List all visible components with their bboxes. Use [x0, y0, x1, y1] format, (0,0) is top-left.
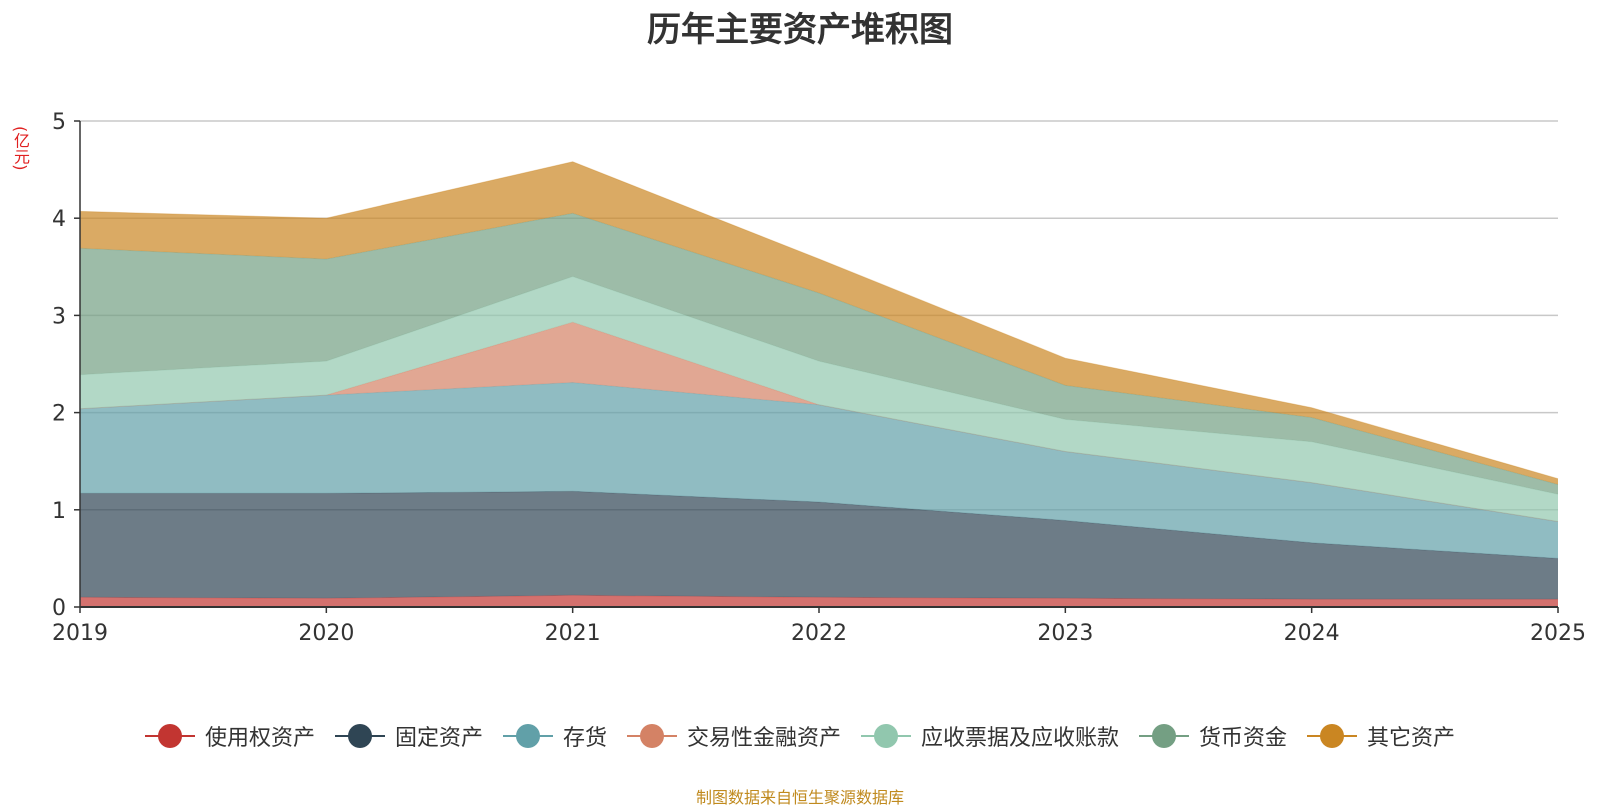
- x-tick-label: 2024: [1284, 621, 1340, 646]
- x-tick-label: 2020: [298, 621, 354, 646]
- legend-dot: [639, 724, 664, 748]
- area-series-4[interactable]: [80, 276, 1558, 522]
- legend-marker-icon: [626, 723, 677, 749]
- x-tick-label: 2023: [1037, 621, 1093, 646]
- legend-dot: [1152, 724, 1177, 748]
- y-tick-label: 2: [52, 402, 66, 427]
- legend-item[interactable]: 应收票据及应收账款: [861, 720, 1119, 752]
- legend-label: 应收票据及应收账款: [921, 726, 1120, 751]
- axes: 0 1 2 3 4 5 2019 2020 2021 2022 2023 2024 2025: [52, 110, 1586, 646]
- y-tick-label: 4: [52, 207, 66, 232]
- legend-label: 使用权资产: [204, 726, 315, 751]
- legend-item[interactable]: 存货: [502, 720, 607, 752]
- legend-item[interactable]: 交易性金融资产: [626, 720, 841, 752]
- legend-label: 固定资产: [394, 726, 483, 751]
- legend-label: 货币资金: [1199, 726, 1288, 751]
- area-series-2[interactable]: [80, 382, 1558, 559]
- legend-label: 其它资产: [1367, 726, 1456, 751]
- legend-marker-icon: [1307, 723, 1358, 749]
- legend-item[interactable]: 使用权资产: [144, 720, 315, 752]
- chart-title: 历年主要资产堆积图: [647, 10, 953, 50]
- legend-label: 交易性金融资产: [686, 726, 841, 751]
- y-tick-label: 1: [52, 499, 66, 524]
- legend-dot: [1320, 724, 1345, 748]
- legend-marker-icon: [144, 723, 195, 749]
- area-series-0[interactable]: [80, 595, 1558, 607]
- legend-dot: [157, 724, 182, 748]
- area-series-3[interactable]: [80, 322, 1558, 522]
- legend-marker-icon: [1139, 723, 1190, 749]
- legend-dot: [515, 724, 540, 748]
- y-axis-unit-label: (亿元): [11, 125, 30, 171]
- x-tick-label: 2021: [545, 621, 601, 646]
- legend-item[interactable]: 其它资产: [1307, 720, 1455, 752]
- legend-item[interactable]: 货币资金: [1139, 720, 1287, 752]
- legend-label: 存货: [562, 726, 607, 751]
- x-tick-label: 2019: [52, 621, 108, 646]
- area-series: [79, 161, 1559, 607]
- area-series-edge-6: [79, 161, 1559, 480]
- legend-item[interactable]: 固定资产: [334, 720, 483, 752]
- x-tick-label: 2022: [791, 621, 847, 646]
- area-series-5[interactable]: [80, 213, 1558, 495]
- y-tick-label: 5: [52, 110, 66, 135]
- data-source-footer: 制图数据来自恒生聚源数据库: [695, 788, 904, 807]
- legend-dot: [874, 724, 898, 748]
- legend-dot: [347, 724, 372, 748]
- y-tick-label: 0: [52, 596, 66, 621]
- x-tick-label: 2025: [1530, 621, 1586, 646]
- legend-marker-icon: [502, 723, 553, 749]
- area-series-1[interactable]: [80, 491, 1558, 600]
- y-tick-label: 3: [52, 304, 66, 329]
- legend-marker-icon: [334, 723, 385, 749]
- legend-marker-icon: [861, 723, 911, 749]
- legend: 使用权资产 固定资产 存货 交易性金融资产 应收票据及应收账款 货币资金 其它资产: [0, 720, 1600, 752]
